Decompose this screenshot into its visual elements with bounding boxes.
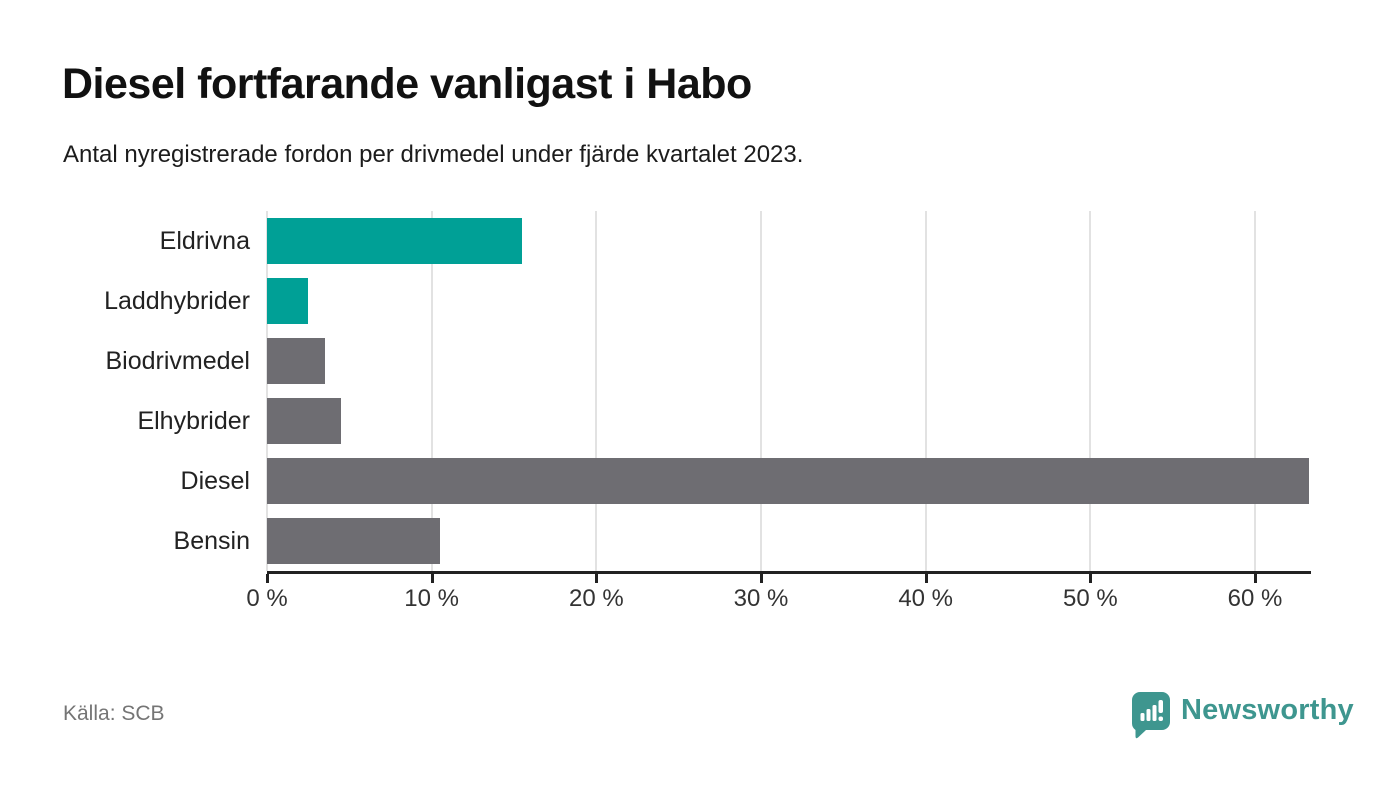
bar-row: Elhybrider [137, 391, 1311, 451]
gridline [1089, 211, 1092, 571]
category-label: Eldrivna [159, 227, 250, 255]
chart-subtitle: Antal nyregistrerade fordon per drivmede… [63, 141, 804, 168]
x-axis-tick-label: 30 % [733, 585, 789, 612]
bar-row: Laddhybrider [104, 271, 1311, 331]
category-label: Elhybrider [137, 407, 250, 435]
newsworthy-logo: Newsworthy [1132, 692, 1354, 739]
category-label: Biodrivmedel [105, 347, 250, 375]
gridline [595, 211, 598, 571]
x-axis-tick-label: 50 % [1062, 585, 1118, 612]
bar-row: Diesel [181, 451, 1311, 511]
bar-row: Biodrivmedel [105, 331, 1311, 391]
source-note: Källa: SCB [63, 702, 165, 725]
x-axis-tick [1254, 574, 1257, 583]
x-axis-tick-label: 40 % [898, 585, 954, 612]
bar-laddhybrider [267, 278, 309, 324]
bar-bensin [267, 518, 440, 564]
newsworthy-wordmark: Newsworthy [1181, 694, 1354, 726]
category-label: Diesel [180, 467, 250, 495]
gridline [1254, 211, 1256, 571]
x-axis-tick-label: 20 % [568, 585, 624, 612]
plot-area: Eldrivna Laddhybrider Biodrivmedel Elhybrid… [104, 211, 1311, 612]
bar-biodrivmedel [267, 338, 325, 384]
bar-eldrivna [267, 218, 523, 264]
category-label: Bensin [173, 527, 250, 555]
x-axis-tick [924, 574, 928, 583]
x-axis-tick [266, 574, 269, 583]
x-axis-tick [430, 574, 434, 583]
bar-diesel [267, 458, 1310, 504]
chart-title: Diesel fortfarande vanligast i Habo [62, 60, 752, 108]
bar-elhybrider [267, 398, 342, 444]
gridline [430, 211, 433, 571]
x-axis-tick-label: 0 % [246, 585, 288, 612]
gridline [760, 211, 762, 571]
gridline [924, 211, 927, 571]
bar-rows: Eldrivna Laddhybrider Biodrivmedel Elhybrid… [104, 211, 1311, 571]
x-axis-tick [1089, 574, 1093, 583]
bar-row: Bensin [174, 511, 1311, 571]
gridline [266, 211, 268, 571]
newsworthy-bubble-chart-icon [1132, 692, 1170, 739]
bar-row: Eldrivna [160, 211, 1311, 271]
x-axis-tick [760, 574, 763, 583]
x-axis-tick-label: 10 % [404, 585, 460, 612]
x-axis-tick-label: 60 % [1227, 585, 1283, 612]
category-label: Laddhybrider [104, 287, 250, 315]
x-axis-tick [595, 574, 599, 583]
